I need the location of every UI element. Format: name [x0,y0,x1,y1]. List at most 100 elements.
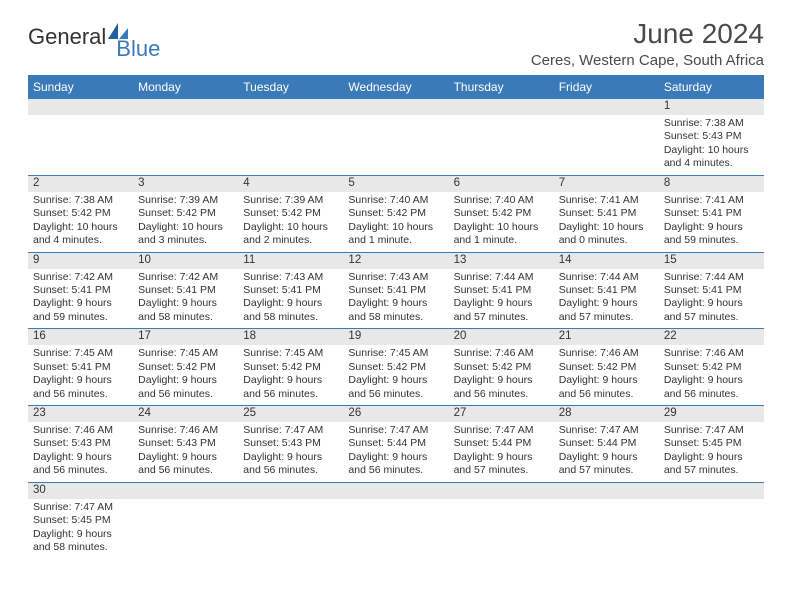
day-number: 24 [133,406,238,422]
sunrise-text: Sunrise: 7:45 AM [33,347,128,360]
daylight-text: and 57 minutes. [559,311,654,324]
day-cell: Sunrise: 7:47 AMSunset: 5:44 PMDaylight:… [449,422,554,482]
sunrise-text: Sunrise: 7:40 AM [454,194,549,207]
day-cell: Sunrise: 7:44 AMSunset: 5:41 PMDaylight:… [554,269,659,329]
day-cell [449,499,554,559]
day-number [133,99,238,115]
day-number-row: 9101112131415 [28,253,764,269]
day-number: 9 [28,253,133,269]
day-number-row: 2345678 [28,176,764,192]
sunrise-text: Sunrise: 7:43 AM [243,271,338,284]
day-number: 1 [659,99,764,115]
sunrise-text: Sunrise: 7:47 AM [559,424,654,437]
sunset-text: Sunset: 5:43 PM [33,437,128,450]
day-cell [449,115,554,175]
sunrise-text: Sunrise: 7:47 AM [348,424,443,437]
day-number: 14 [554,253,659,269]
daylight-text: Daylight: 9 hours [243,374,338,387]
sunset-text: Sunset: 5:45 PM [33,514,128,527]
day-number-row: 16171819202122 [28,329,764,345]
daylight-text: and 56 minutes. [138,388,233,401]
sunset-text: Sunset: 5:41 PM [454,284,549,297]
day-cell: Sunrise: 7:47 AMSunset: 5:44 PMDaylight:… [343,422,448,482]
day-cell: Sunrise: 7:45 AMSunset: 5:41 PMDaylight:… [28,345,133,405]
day-header: Friday [554,75,659,99]
day-cell [28,115,133,175]
day-cell: Sunrise: 7:46 AMSunset: 5:42 PMDaylight:… [659,345,764,405]
day-cell: Sunrise: 7:42 AMSunset: 5:41 PMDaylight:… [28,269,133,329]
day-cell [238,499,343,559]
day-cell: Sunrise: 7:38 AMSunset: 5:42 PMDaylight:… [28,192,133,252]
day-cell [133,115,238,175]
day-cell: Sunrise: 7:43 AMSunset: 5:41 PMDaylight:… [343,269,448,329]
daylight-text: Daylight: 10 hours [33,221,128,234]
sunset-text: Sunset: 5:43 PM [664,130,759,143]
daylight-text: and 57 minutes. [559,464,654,477]
day-cell: Sunrise: 7:41 AMSunset: 5:41 PMDaylight:… [659,192,764,252]
day-number: 17 [133,329,238,345]
daylight-text: Daylight: 9 hours [138,297,233,310]
daylight-text: and 58 minutes. [348,311,443,324]
sunset-text: Sunset: 5:42 PM [243,207,338,220]
daylight-text: and 4 minutes. [664,157,759,170]
day-header: Thursday [449,75,554,99]
details-row: Sunrise: 7:38 AMSunset: 5:42 PMDaylight:… [28,192,764,252]
daylight-text: Daylight: 9 hours [454,374,549,387]
daylight-text: and 56 minutes. [33,464,128,477]
day-number [554,99,659,115]
daylight-text: Daylight: 9 hours [664,221,759,234]
day-cell: Sunrise: 7:45 AMSunset: 5:42 PMDaylight:… [238,345,343,405]
details-row: Sunrise: 7:47 AMSunset: 5:45 PMDaylight:… [28,499,764,559]
sunrise-text: Sunrise: 7:46 AM [138,424,233,437]
day-number: 5 [343,176,448,192]
daylight-text: and 1 minute. [454,234,549,247]
day-cell: Sunrise: 7:39 AMSunset: 5:42 PMDaylight:… [238,192,343,252]
day-number: 4 [238,176,343,192]
day-cell: Sunrise: 7:46 AMSunset: 5:43 PMDaylight:… [133,422,238,482]
daylight-text: and 56 minutes. [559,388,654,401]
week-row: 9101112131415Sunrise: 7:42 AMSunset: 5:4… [28,253,764,330]
daylight-text: and 56 minutes. [138,464,233,477]
day-number [554,483,659,499]
day-number: 11 [238,253,343,269]
sunrise-text: Sunrise: 7:47 AM [33,501,128,514]
day-number [343,483,448,499]
daylight-text: Daylight: 9 hours [138,374,233,387]
daylight-text: Daylight: 9 hours [348,451,443,464]
daylight-text: Daylight: 9 hours [664,374,759,387]
day-number: 8 [659,176,764,192]
day-cell [133,499,238,559]
day-number [238,99,343,115]
day-header: Tuesday [238,75,343,99]
sunrise-text: Sunrise: 7:44 AM [559,271,654,284]
sunrise-text: Sunrise: 7:42 AM [33,271,128,284]
sunrise-text: Sunrise: 7:45 AM [348,347,443,360]
logo-text-blue: Blue [116,36,160,62]
daylight-text: and 1 minute. [348,234,443,247]
location: Ceres, Western Cape, South Africa [531,52,764,69]
day-cell: Sunrise: 7:44 AMSunset: 5:41 PMDaylight:… [449,269,554,329]
daylight-text: Daylight: 9 hours [33,528,128,541]
sunrise-text: Sunrise: 7:38 AM [664,117,759,130]
daylight-text: Daylight: 9 hours [559,374,654,387]
header: General Blue June 2024 Ceres, Western Ca… [28,18,764,69]
sunset-text: Sunset: 5:41 PM [33,284,128,297]
day-number: 13 [449,253,554,269]
day-number: 2 [28,176,133,192]
day-number: 10 [133,253,238,269]
daylight-text: and 56 minutes. [664,388,759,401]
week-row: 23242526272829Sunrise: 7:46 AMSunset: 5:… [28,406,764,483]
sunset-text: Sunset: 5:44 PM [454,437,549,450]
day-header: Saturday [659,75,764,99]
day-number: 23 [28,406,133,422]
day-number [133,483,238,499]
day-number: 18 [238,329,343,345]
sunset-text: Sunset: 5:41 PM [559,284,654,297]
daylight-text: and 58 minutes. [33,541,128,554]
day-number: 21 [554,329,659,345]
day-number: 28 [554,406,659,422]
week-row: 30Sunrise: 7:47 AMSunset: 5:45 PMDayligh… [28,483,764,559]
day-cell [343,499,448,559]
sunset-text: Sunset: 5:42 PM [348,207,443,220]
daylight-text: and 56 minutes. [243,464,338,477]
